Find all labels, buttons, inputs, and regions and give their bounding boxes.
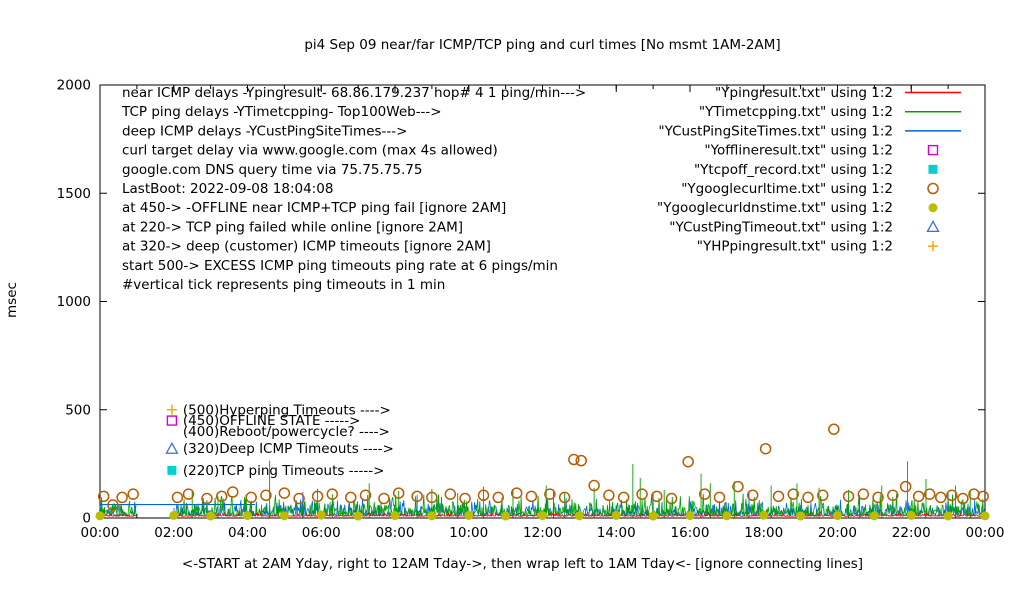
annotation-line: at 450-> -OFFLINE near ICMP+TCP ping fai… — [122, 200, 506, 216]
annotation-text: near ICMP delays -Ypingresult- 68.86.179… — [121, 85, 586, 293]
x-tick-label: 12:00 — [523, 525, 562, 541]
x-tick-label: 18:00 — [744, 525, 783, 541]
y-tick-label: 500 — [65, 402, 91, 418]
legend-label: "Ytcpoff_record.txt" using 1:2 — [694, 162, 893, 178]
annotation-line: LastBoot: 2022-09-08 18:04:08 — [122, 181, 333, 197]
threshold-markers: (500)Hyperping Timeouts ---->(450)OFFLIN… — [165, 402, 394, 479]
annotation-line: at 220-> TCP ping failed while online [i… — [122, 219, 463, 235]
x-tick-label: 00:00 — [966, 525, 1005, 541]
legend-label: "Ypingresult.txt" using 1:2 — [715, 85, 893, 101]
x-tick-label: 14:00 — [597, 525, 636, 541]
x-tick-label: 04:00 — [228, 525, 267, 541]
y-tick-label: 0 — [82, 511, 91, 527]
legend-label: "YCustPingTimeout.txt" using 1:2 — [669, 219, 893, 235]
x-tick-label: 02:00 — [154, 525, 193, 541]
legend: "Ypingresult.txt" using 1:2 "YTimetcpping… — [657, 85, 961, 255]
annotation-line: near ICMP delays -Ypingresult- 68.86.179… — [122, 85, 586, 101]
threshold-label: (500)Hyperping Timeouts ----> — [183, 402, 391, 418]
legend-label: "YHPpingresult.txt" using 1:2 — [697, 239, 893, 255]
annotation-line: at 320-> deep (customer) ICMP timeouts [… — [122, 239, 491, 255]
annotation-line: TCP ping delays -YTimetcpping- Top100Web… — [121, 104, 442, 120]
y-tick-label: 1000 — [57, 294, 91, 310]
x-tick-label: 20:00 — [818, 525, 857, 541]
threshold-label: (220)TCP ping Timeouts -----> — [183, 463, 385, 479]
threshold-label: (450)OFFLINE STATE -----> — [183, 413, 361, 429]
annotation-line: start 500-> EXCESS ICMP ping timeouts pi… — [122, 258, 558, 274]
series-Ygooglecurldnstime — [95, 510, 990, 521]
series-Ygooglecurltime — [97, 423, 989, 511]
annotation-line: google.com DNS query time via 75.75.75.7… — [122, 162, 422, 178]
x-tick-label: 16:00 — [671, 525, 710, 541]
chart-title: pi4 Sep 09 near/far ICMP/TCP ping and cu… — [304, 37, 781, 53]
x-tick-label: 00:00 — [81, 525, 120, 541]
y-tick-label: 1500 — [57, 186, 91, 202]
y-axis-label: msec — [4, 282, 20, 318]
y-tick-label: 2000 — [57, 78, 91, 94]
legend-label: "YTimetcpping.txt" using 1:2 — [699, 104, 893, 120]
x-tick-label: 08:00 — [376, 525, 415, 541]
annotation-line: #vertical tick represents ping timeouts … — [122, 277, 445, 293]
annotation-line: deep ICMP delays -YCustPingSiteTimes---> — [122, 123, 407, 139]
x-axis-label: <-START at 2AM Yday, right to 12AM Tday-… — [181, 556, 864, 572]
x-tick-label: 22:00 — [892, 525, 931, 541]
annotation-line: curl target delay via www.google.com (ma… — [122, 143, 498, 159]
x-tick-label: 10:00 — [449, 525, 488, 541]
x-tick-label: 06:00 — [302, 525, 341, 541]
legend-label: "YCustPingSiteTimes.txt" using 1:2 — [658, 123, 893, 139]
threshold-label: (400)Reboot/powercycle? ----> — [183, 424, 390, 440]
legend-label: "Ygooglecurldnstime.txt" using 1:2 — [657, 200, 893, 216]
legend-label: "Yofflineresult.txt" using 1:2 — [704, 143, 893, 159]
threshold-label: (320)Deep ICMP Timeouts ----> — [183, 441, 394, 457]
legend-label: "Ygooglecurltime.txt" using 1:2 — [681, 181, 893, 197]
